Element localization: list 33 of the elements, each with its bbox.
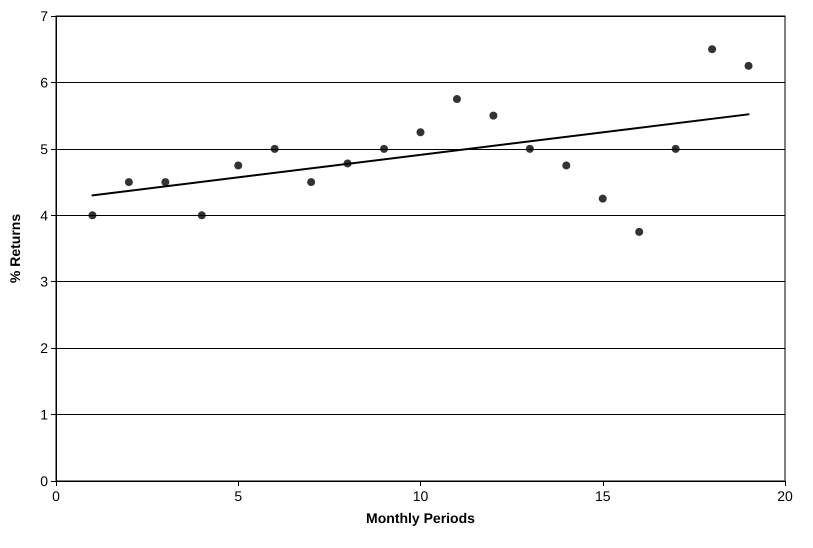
- point: [161, 178, 170, 186]
- y-tick-label: 5: [40, 140, 48, 157]
- y-tick-label: 4: [40, 207, 48, 224]
- point: [88, 211, 96, 220]
- x-tick-label: 15: [594, 488, 611, 504]
- point: [635, 228, 644, 236]
- point: [234, 161, 242, 170]
- x-tick-label: 20: [777, 488, 793, 504]
- point: [270, 144, 279, 153]
- x-tick-label: 5: [234, 488, 242, 504]
- y-tick-label: 1: [40, 406, 48, 423]
- x-axis-title: Monthly Periods: [366, 510, 476, 526]
- point: [416, 128, 424, 136]
- x-tick-label: 0: [52, 488, 60, 504]
- y-axis-title: % Returns: [7, 214, 23, 284]
- point: [489, 112, 498, 120]
- y-tick-label: 6: [40, 74, 48, 90]
- y-tick-label: 2: [40, 340, 48, 356]
- point: [672, 144, 680, 153]
- point: [452, 95, 461, 104]
- y-tick-label: 7: [40, 8, 48, 24]
- point: [708, 45, 716, 54]
- x-tick-label: 10: [412, 488, 428, 504]
- point: [562, 161, 570, 170]
- point: [198, 211, 206, 220]
- point: [124, 178, 133, 186]
- point: [307, 178, 316, 186]
- y-tick-label: 0: [40, 473, 48, 489]
- y-tick-label: 3: [40, 274, 48, 290]
- point: [744, 62, 753, 70]
- point: [598, 194, 607, 203]
- point: [380, 144, 388, 153]
- point: [526, 144, 534, 153]
